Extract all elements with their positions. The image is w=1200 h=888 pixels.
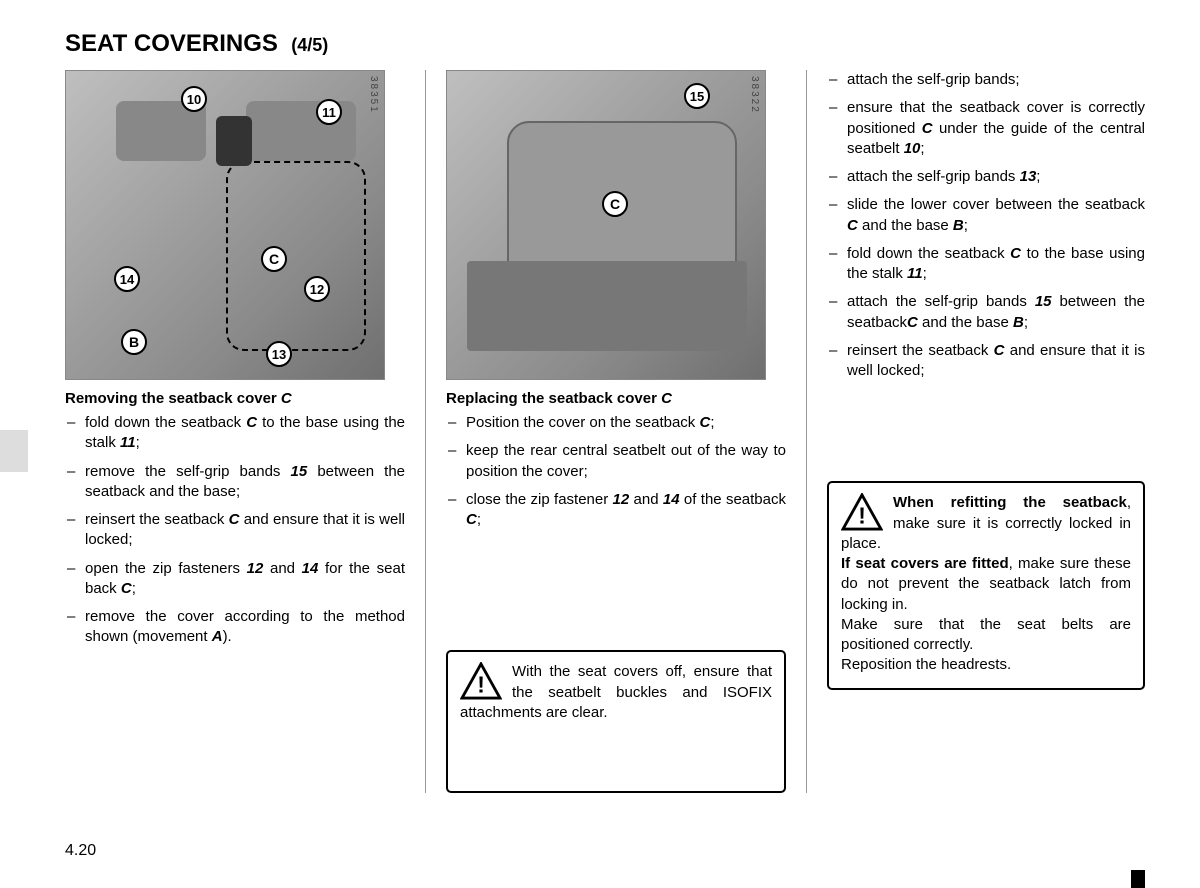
warn2-l2a: If seat covers are fitted [841, 555, 1009, 572]
manual-page: SEAT COVERINGS (4/5) 38351 10 11 12 13 1… [0, 0, 1200, 793]
figure-code: 38322 [749, 76, 760, 114]
list-item: open the zip fasteners 12 and 14 for the… [65, 559, 405, 600]
callout-C: C [602, 191, 628, 217]
warning-icon: ! [841, 493, 883, 531]
column-2: 38322 15 C Replacing the seatback cover … [446, 70, 786, 793]
col2-list: Position the cover on the seatback C; ke… [446, 413, 786, 530]
seat-base-shape [467, 261, 747, 351]
warn2-l3: Make sure that the seat belts are positi… [841, 615, 1131, 656]
list-item: close the zip fastener 12 and 14 of the … [446, 490, 786, 531]
svg-text:!: ! [477, 672, 485, 698]
seat-outline [226, 161, 366, 351]
figure-2: 38322 15 C [446, 70, 766, 380]
page-title: SEAT COVERINGS [65, 30, 278, 57]
warning-text: With the seat covers off, ensure that th… [460, 663, 772, 721]
list-item: attach the self-grip bands; [827, 70, 1145, 90]
list-item: fold down the seatback C to the base usi… [65, 413, 405, 454]
column-divider [806, 70, 807, 793]
corner-mark [1131, 870, 1145, 888]
column-3: attach the self-grip bands; ensure that … [827, 70, 1145, 793]
warn2-l4: Reposition the headrests. [841, 655, 1131, 675]
list-item: attach the self-grip bands 15 between th… [827, 292, 1145, 333]
callout-13: 13 [266, 341, 292, 367]
list-item: Position the cover on the seatback C; [446, 413, 786, 433]
page-number: 4.20 [65, 842, 96, 860]
list-item: keep the rear central seatbelt out of th… [446, 441, 786, 482]
col1-heading: Removing the seatback cover C [65, 390, 405, 407]
callout-B: B [121, 329, 147, 355]
warn2-l1a: When refitting the seatback [893, 494, 1127, 511]
heading-text: Replacing the seatback cover [446, 390, 661, 407]
list-item: fold down the seatback C to the base usi… [827, 244, 1145, 285]
callout-11: 11 [316, 99, 342, 125]
svg-text:!: ! [858, 503, 866, 529]
belt-guide [216, 116, 252, 166]
callout-14: 14 [114, 266, 140, 292]
col2-heading: Replacing the seatback cover C [446, 390, 786, 407]
column-1: 38351 10 11 12 13 14 C B Removing the se… [65, 70, 405, 793]
page-subtitle: (4/5) [291, 35, 328, 55]
heading-text: Removing the seatback cover [65, 390, 281, 407]
list-item: remove the cover according to the method… [65, 607, 405, 648]
heading-em: C [281, 390, 292, 407]
warning-box-2: ! When refitting the seatback, make sure… [827, 481, 1145, 689]
list-item: attach the self-grip bands 13; [827, 167, 1145, 187]
list-item: slide the lower cover between the seatba… [827, 195, 1145, 236]
heading-em: C [661, 390, 672, 407]
callout-12: 12 [304, 276, 330, 302]
list-item: reinsert the seatback C and ensure that … [827, 341, 1145, 382]
col3-list: attach the self-grip bands; ensure that … [827, 70, 1145, 381]
column-divider [425, 70, 426, 793]
figure-1: 38351 10 11 12 13 14 C B [65, 70, 385, 380]
col1-list: fold down the seatback C to the base usi… [65, 413, 405, 648]
warning-box-1: ! With the seat covers off, ensure that … [446, 650, 786, 793]
list-item: remove the self-grip bands 15 between th… [65, 462, 405, 503]
figure-code: 38351 [368, 76, 379, 114]
side-tab [0, 430, 28, 472]
callout-C: C [261, 246, 287, 272]
warning-icon: ! [460, 662, 502, 700]
callout-15: 15 [684, 83, 710, 109]
list-item: ensure that the seatback cover is correc… [827, 98, 1145, 159]
list-item: reinsert the seatback C and ensure that … [65, 510, 405, 551]
columns: 38351 10 11 12 13 14 C B Removing the se… [65, 70, 1145, 793]
page-title-row: SEAT COVERINGS (4/5) [65, 30, 1145, 58]
callout-10: 10 [181, 86, 207, 112]
